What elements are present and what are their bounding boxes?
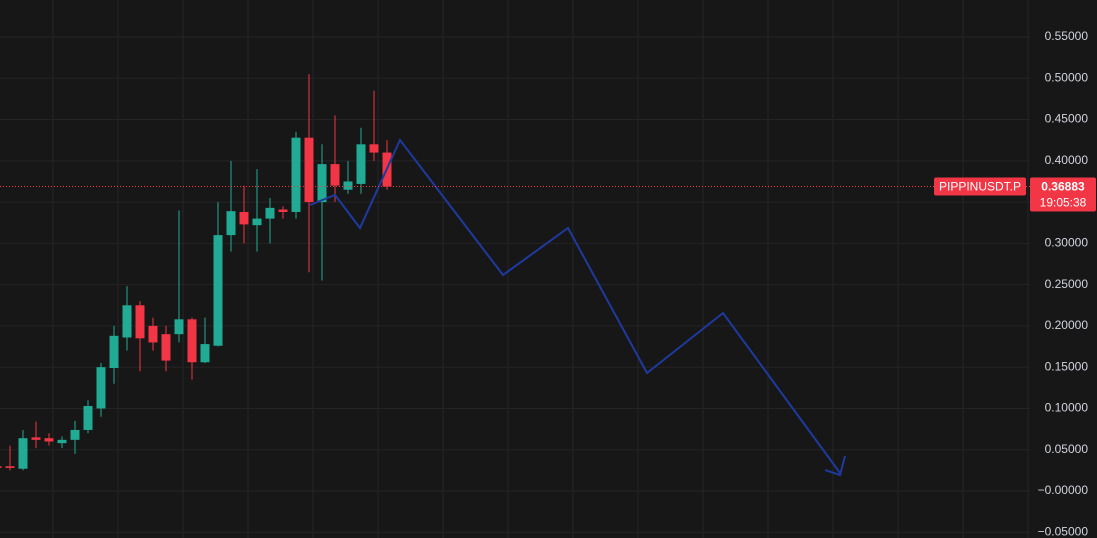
candle-body	[18, 438, 28, 469]
y-tick-label: 0.55000	[1045, 29, 1089, 43]
y-tick-label: 0.20000	[1045, 318, 1089, 332]
candle-body	[44, 438, 54, 442]
candle-body	[109, 335, 119, 369]
drawing-arrowhead	[824, 455, 846, 477]
y-tick-label: 0.50000	[1045, 70, 1089, 84]
symbol-tag	[934, 177, 1026, 196]
candle-body	[239, 211, 249, 225]
candle-body	[226, 211, 236, 236]
y-axis: 0.550000.500000.450000.400000.350000.300…	[0, 29, 1096, 538]
last-price-label: 0.36883	[1041, 180, 1085, 194]
candle-body	[369, 144, 379, 153]
y-tick-label: 0.10000	[1045, 401, 1089, 415]
grid	[0, 0, 1030, 538]
candle-body	[213, 235, 223, 346]
symbol-label: PIPPINUSDT.P	[939, 180, 1021, 194]
candle-body	[356, 144, 366, 184]
candles	[0, 74, 392, 471]
candle-body	[31, 437, 41, 440]
candle-body	[265, 207, 275, 219]
candle-body	[278, 209, 288, 212]
y-tick-label: 0.40000	[1045, 153, 1089, 167]
candle-body	[148, 325, 158, 343]
candle-body	[57, 439, 67, 444]
candle-body	[5, 466, 15, 468]
y-tick-label: 0.25000	[1045, 277, 1089, 291]
candle-body	[187, 319, 197, 363]
candle-body	[317, 164, 327, 203]
candle-body	[161, 334, 171, 361]
candle-body	[122, 305, 132, 338]
y-tick-label: 0.05000	[1045, 442, 1089, 456]
candle-body	[135, 305, 145, 339]
candle-body	[291, 137, 301, 212]
drawing-path	[309, 138, 841, 474]
y-tick-label: 0.30000	[1045, 236, 1089, 250]
y-tick-label: 0.45000	[1045, 112, 1089, 126]
y-tick-label: −0.05000	[1038, 524, 1089, 538]
candle-body	[252, 218, 262, 226]
candle-body	[330, 164, 340, 186]
candle-body	[304, 137, 314, 203]
candle-body	[96, 367, 106, 409]
candle-body	[70, 429, 80, 440]
y-tick-label: 0.15000	[1045, 359, 1089, 373]
candle-body	[0, 466, 2, 468]
price-tag	[1030, 177, 1096, 212]
y-tick-label: −0.00000	[1038, 483, 1089, 497]
candle-body	[174, 319, 184, 335]
candle-body	[343, 181, 353, 190]
candle-body	[83, 405, 93, 430]
countdown-label: 19:05:38	[1040, 196, 1087, 210]
candle-body	[200, 344, 210, 363]
